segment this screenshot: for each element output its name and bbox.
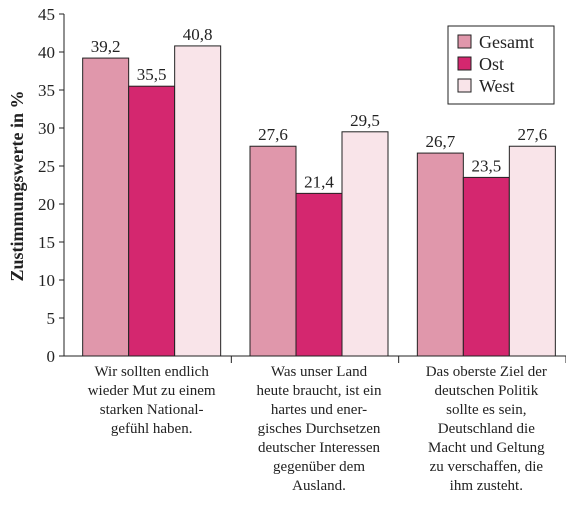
bar-ost (128, 85, 176, 357)
data-label: 29,5 (350, 111, 380, 130)
bar-ost (462, 176, 510, 357)
y-tick-label: 10 (38, 271, 55, 290)
data-label: 27,6 (517, 125, 547, 144)
y-tick-label: 35 (38, 81, 55, 100)
data-label: 35,5 (137, 65, 167, 84)
y-tick-label: 0 (47, 347, 56, 366)
bar-west (508, 145, 556, 357)
legend-swatch-gesamt (457, 34, 472, 49)
bar-ost (295, 192, 343, 357)
y-tick-label: 5 (47, 309, 56, 328)
y-axis-label: Zustimmungswerte in % (7, 90, 27, 281)
category-label: Wir sollten endlich wieder Mut zu einem … (87, 364, 216, 437)
data-label: 39,2 (91, 37, 121, 56)
bar-gesamt (416, 152, 464, 357)
legend-label-ost: Ost (479, 54, 504, 74)
bar-west (174, 45, 222, 357)
data-label: 40,8 (183, 25, 213, 44)
data-label: 26,7 (425, 132, 455, 151)
legend-label-west: West (479, 76, 515, 96)
data-label: 27,6 (258, 125, 288, 144)
legend-label-gesamt: Gesamt (479, 32, 534, 52)
y-tick-label: 20 (38, 195, 55, 214)
y-tick-label: 45 (38, 5, 55, 24)
y-tick-label: 25 (38, 157, 55, 176)
y-tick-label: 15 (38, 233, 55, 252)
legend-swatch-west (457, 78, 472, 93)
category-label: Was unser Land heute braucht, ist ein ha… (256, 364, 382, 494)
bar-gesamt (249, 145, 297, 357)
legend-swatch-ost (457, 56, 472, 71)
plot-area: 0 5 10 15 20 25 30 35 40 45 39,2 35,5 40,8 27,6 21,4 29… (38, 5, 566, 366)
bar-west (341, 131, 389, 357)
data-label: 21,4 (304, 172, 334, 191)
y-tick-label: 40 (38, 43, 55, 62)
y-tick-label: 30 (38, 119, 55, 138)
bar-gesamt (82, 57, 130, 357)
data-label: 23,5 (471, 156, 501, 175)
category-label: Das oberste Ziel der deutschen Politik s… (425, 364, 547, 494)
